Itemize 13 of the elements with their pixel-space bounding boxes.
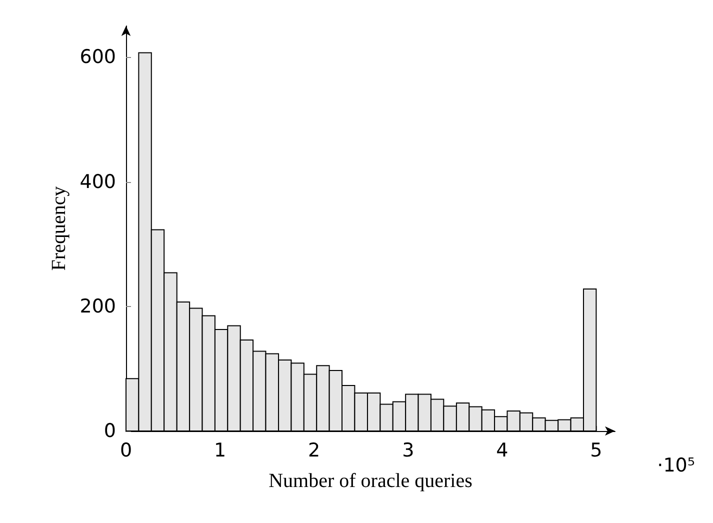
y-tick-label: 600 <box>80 46 116 68</box>
y-tick-label: 0 <box>104 420 116 442</box>
x-tick-label: 0 <box>120 440 132 462</box>
x-tick-label: 4 <box>496 440 508 462</box>
y-tick-label: 200 <box>80 295 116 318</box>
x-tick-label: 5 <box>590 440 602 462</box>
y-tick-label: 400 <box>80 170 116 193</box>
x-axis-title: Number of oracle queries <box>268 470 473 492</box>
x-tick-label: 2 <box>308 440 320 462</box>
x-tick-label: 3 <box>402 440 414 462</box>
x-tick-label: 1 <box>214 440 226 462</box>
text: ·10⁵ <box>657 454 696 476</box>
y-axis-title: Frequency <box>48 186 70 271</box>
